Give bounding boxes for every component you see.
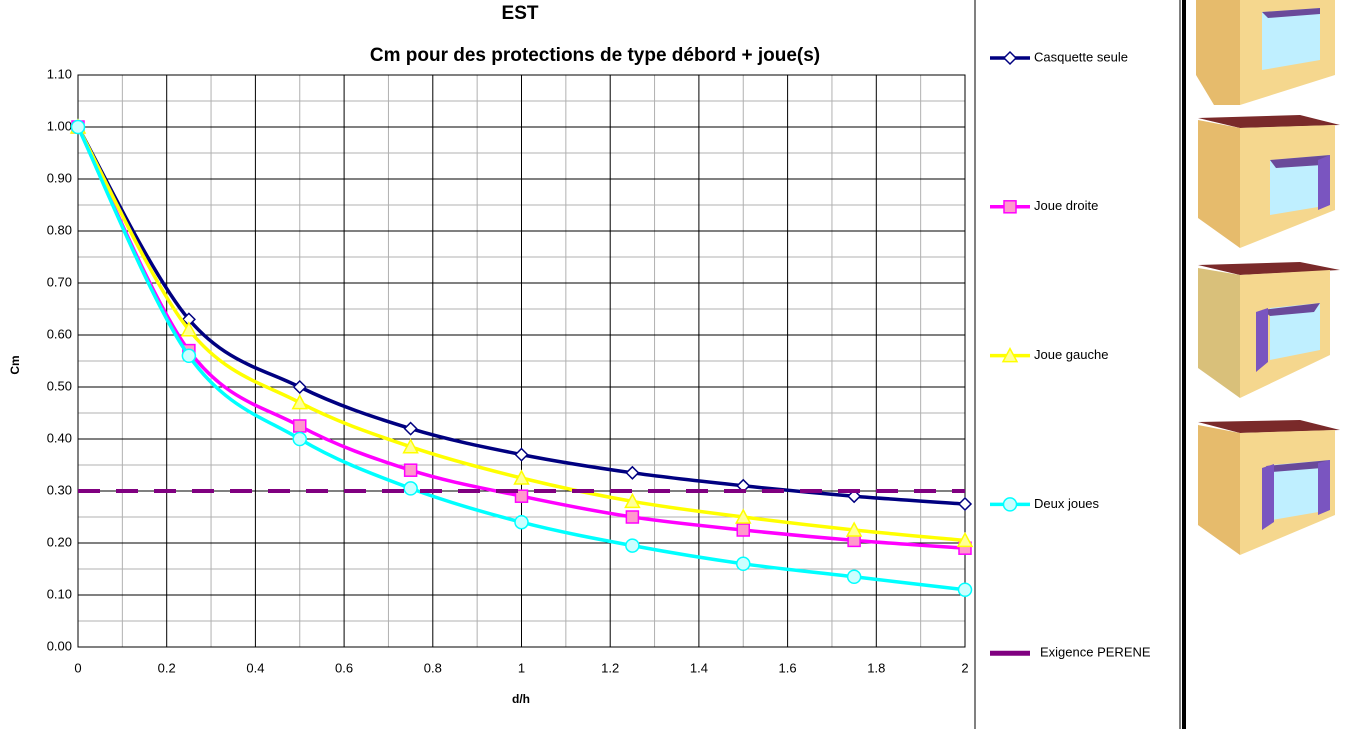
marker	[514, 514, 529, 530]
marker	[180, 321, 198, 337]
marker	[70, 119, 86, 135]
y-tick-label: 0.50	[47, 378, 72, 393]
y-tick-label: 0.70	[47, 274, 72, 289]
marker	[292, 431, 307, 447]
legend-label: Joue droite	[1034, 198, 1098, 213]
x-tick-label: 0.2	[158, 660, 176, 675]
x-tick-label: 0.8	[424, 660, 442, 675]
x-tick-label: 1.8	[867, 660, 885, 675]
x-axis-label: d/h	[512, 692, 530, 706]
marker	[957, 582, 973, 598]
grid	[77, 74, 966, 648]
marker	[957, 496, 973, 512]
marker	[513, 469, 530, 485]
marker	[847, 489, 862, 504]
series	[70, 119, 973, 598]
marker	[625, 510, 640, 524]
marker	[403, 481, 418, 496]
illustrations	[1196, 0, 1340, 555]
legend-item: Joue droite	[990, 198, 1098, 214]
y-tick-label: 0.10	[47, 586, 72, 601]
marker	[625, 538, 640, 553]
y-tick-label: 0.80	[47, 222, 72, 237]
x-tick-label: 2	[961, 660, 968, 675]
marker	[1002, 50, 1018, 66]
y-tick-label: 0.90	[47, 170, 72, 185]
legend-item: Casquette seule	[990, 49, 1128, 66]
marker	[736, 523, 750, 537]
marker	[956, 531, 974, 548]
x-tick-label: 0.4	[246, 660, 264, 675]
marker	[625, 465, 640, 480]
plot-frame	[77, 74, 966, 648]
chart-title: EST	[502, 3, 539, 24]
marker	[734, 508, 752, 524]
illustration-4	[1198, 420, 1340, 555]
illustration-1	[1196, 0, 1335, 105]
marker	[1003, 200, 1017, 214]
y-tick-label: 0.20	[47, 534, 72, 549]
x-tick-label: 0.6	[335, 660, 353, 675]
illustration-3	[1198, 262, 1340, 398]
marker	[403, 463, 418, 477]
legend-label: Exigence PERENE	[1040, 645, 1151, 660]
x-tick-label: 1.4	[690, 660, 708, 675]
legend-box	[974, 0, 1181, 732]
marker	[291, 394, 309, 410]
marker	[736, 556, 751, 572]
marker	[403, 421, 418, 436]
marker	[181, 348, 197, 364]
y-tick-label: 0.60	[47, 326, 72, 341]
marker	[624, 492, 641, 509]
legend-item: Exigence PERENE	[990, 645, 1151, 660]
marker	[1002, 497, 1018, 512]
marker	[292, 379, 307, 395]
x-tick-label: 1	[518, 660, 525, 675]
x-tick-label: 1.2	[601, 660, 619, 675]
legend-label: Joue gauche	[1034, 347, 1108, 362]
marker	[514, 489, 529, 503]
marker	[845, 521, 863, 537]
legend-label: Deux joues	[1034, 496, 1100, 511]
x-tick-label: 1.6	[779, 660, 797, 675]
y-tick-label: 1.10	[47, 66, 72, 81]
x-tick-label: 0	[74, 660, 81, 675]
legend: Casquette seule Joue droite Joue gauche Deu…	[990, 49, 1151, 660]
y-tick-label: 0.40	[47, 430, 72, 445]
chart-subtitle: Cm pour des protections de type débord +…	[370, 45, 820, 66]
legend-label: Casquette seule	[1034, 49, 1128, 64]
marker	[514, 447, 529, 462]
marker	[293, 419, 307, 433]
y-tick-label: 1.00	[47, 118, 72, 133]
legend-item: Joue gauche	[990, 347, 1108, 363]
y-axis-label: Cm	[8, 355, 22, 374]
legend-item: Deux joues	[990, 496, 1100, 512]
illustration-2	[1198, 115, 1340, 248]
y-tick-label: 0.30	[47, 482, 72, 497]
marker	[846, 569, 862, 585]
marker	[1001, 347, 1019, 363]
y-tick-label: 0.00	[47, 638, 72, 653]
marker	[402, 438, 419, 454]
